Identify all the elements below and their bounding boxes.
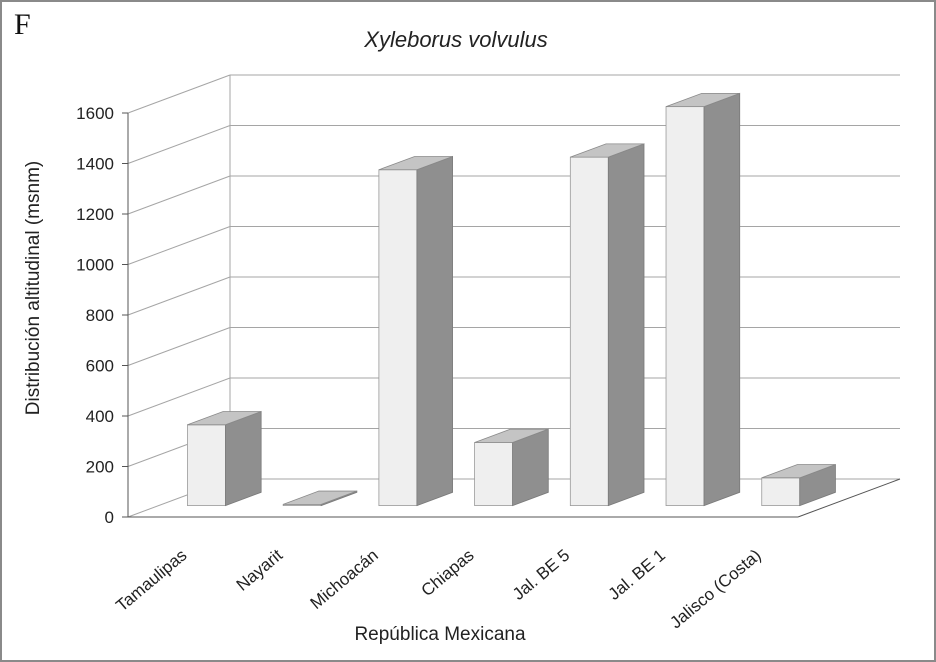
bar-front: [378, 169, 418, 507]
x-axis-label: República Mexicana: [354, 624, 526, 645]
y-tick-label: 800: [86, 306, 114, 325]
bar-top: [570, 143, 645, 158]
bar-front: [187, 424, 226, 506]
bar: [378, 155, 453, 507]
x-tick-label: Chiapas: [418, 546, 478, 601]
bar: [569, 143, 645, 507]
bar-side: [225, 410, 262, 507]
y-tick-labels: 0 200 400 600 800 1000 1200 1400 1600: [76, 104, 114, 527]
chart-title: Xyleborus volvulus: [363, 27, 547, 52]
bar: [665, 92, 741, 507]
bar-front: [761, 477, 801, 507]
y-tick-label: 1400: [76, 155, 114, 174]
bar-top: [761, 464, 836, 479]
bar-front: [665, 106, 705, 507]
bar-top: [187, 411, 262, 426]
x-tick-label: Tamaulipas: [112, 546, 190, 616]
side-gridline: [127, 327, 231, 366]
y-tick-label: 400: [86, 407, 114, 426]
x-tick-label: Nayarit: [233, 545, 287, 594]
bar: [282, 490, 358, 507]
bar-front: [474, 442, 514, 507]
side-gridline: [127, 74, 231, 114]
bar: [761, 463, 836, 507]
side-gridline: [127, 125, 231, 164]
bar: [187, 410, 262, 507]
y-tick-label: 0: [105, 508, 114, 527]
bar-top: [378, 156, 453, 171]
bar-top: [283, 490, 358, 505]
bar-front: [569, 156, 609, 507]
side-gridline: [127, 276, 231, 316]
x-tick-label: Jal. BE 1: [605, 546, 669, 604]
panel-label: F: [14, 8, 31, 41]
y-tick-label: 200: [86, 458, 114, 477]
x-tick-label: Michoacán: [307, 546, 382, 613]
bar-top: [665, 92, 740, 108]
floor-right-edge: [797, 478, 901, 518]
y-tick-label: 1000: [76, 256, 114, 275]
x-tick-label: Jalisco (Costa): [666, 546, 764, 633]
y-tick-label: 1600: [76, 104, 114, 123]
y-tick-label: 600: [86, 357, 114, 376]
side-gridline: [127, 175, 231, 215]
side-gridline: [127, 226, 231, 265]
bar: [474, 428, 549, 507]
bar-side: [416, 155, 453, 507]
bar-side: [607, 143, 645, 507]
side-gridline: [127, 377, 231, 417]
x-tick-labels: Tamaulipas Nayarit Michoacán Chiapas Jal. BE…: [112, 545, 764, 632]
y-tick-label: 1200: [76, 205, 114, 224]
x-tick-label: Jal. BE 5: [509, 546, 573, 604]
bar-side: [703, 92, 741, 507]
bars-layer: [187, 92, 836, 507]
bar-top: [474, 428, 549, 443]
y-axis-label: Distribución altitudinal (msnm): [23, 161, 44, 415]
grid-layer: [122, 74, 901, 518]
